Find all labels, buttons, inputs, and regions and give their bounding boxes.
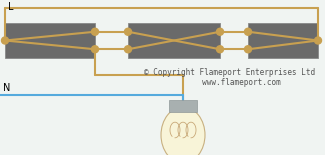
Circle shape — [244, 46, 252, 53]
Bar — [248, 23, 318, 58]
Circle shape — [124, 28, 132, 35]
Circle shape — [92, 28, 98, 35]
Bar — [5, 23, 95, 58]
Bar — [169, 100, 197, 112]
Text: © Copyright Flameport Enterprises Ltd
     www.flameport.com: © Copyright Flameport Enterprises Ltd ww… — [144, 68, 316, 87]
Bar — [128, 23, 220, 58]
Circle shape — [216, 28, 224, 35]
Text: L: L — [8, 2, 14, 12]
Text: N: N — [3, 83, 10, 93]
Circle shape — [315, 37, 321, 44]
Circle shape — [92, 46, 98, 53]
Circle shape — [2, 37, 8, 44]
Circle shape — [244, 28, 252, 35]
Circle shape — [216, 46, 224, 53]
Circle shape — [124, 46, 132, 53]
Ellipse shape — [161, 107, 205, 155]
